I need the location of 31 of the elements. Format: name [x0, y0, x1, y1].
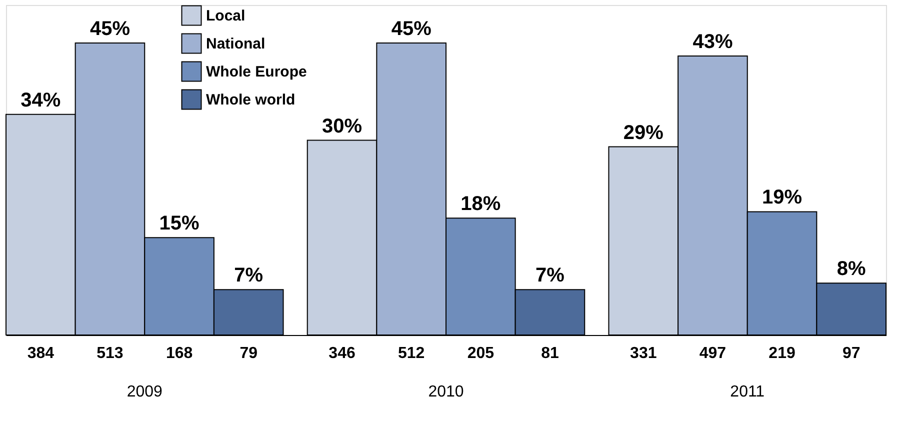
legend-label: National: [206, 36, 266, 52]
text: 168: [166, 345, 193, 362]
text: 97: [842, 345, 860, 362]
data-label: 45%: [90, 18, 130, 40]
x-tick-label: 2011: [730, 384, 765, 400]
legend-label: Local: [206, 8, 246, 24]
data-label: 34%: [20, 89, 61, 112]
data-label: 29%: [623, 122, 664, 144]
text: 81: [541, 345, 559, 362]
data-label: 19%: [762, 186, 802, 209]
data-label: 43%: [692, 30, 733, 53]
text: 331: [630, 345, 657, 362]
text: 384: [27, 345, 54, 362]
data-label: 7%: [234, 264, 264, 287]
x-tick-label: 2009: [126, 384, 163, 400]
text: 513: [96, 345, 124, 362]
data-label: 15%: [159, 212, 200, 235]
data-label: 30%: [322, 115, 362, 138]
x-tick-label: 2010: [428, 384, 464, 400]
text: 79: [240, 345, 258, 362]
data-label: 45%: [391, 18, 432, 40]
legend-label: Whole world: [206, 92, 296, 108]
text: 219: [768, 345, 796, 362]
text: 497: [699, 345, 726, 362]
data-label: 7%: [536, 264, 565, 287]
text: 346: [328, 345, 356, 362]
text: 512: [398, 345, 425, 362]
data-label: 8%: [836, 258, 866, 280]
text: 205: [467, 345, 494, 362]
data-label: 18%: [460, 193, 501, 216]
legend-label: Whole Europe: [206, 64, 307, 80]
